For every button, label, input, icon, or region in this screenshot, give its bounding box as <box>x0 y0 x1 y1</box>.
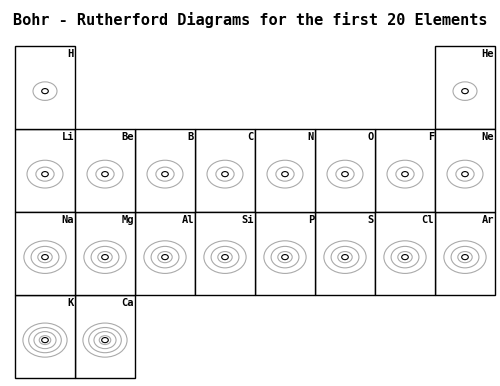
Text: S: S <box>368 215 374 225</box>
Circle shape <box>342 171 348 177</box>
Text: Ar: Ar <box>482 215 494 225</box>
Text: Be: Be <box>122 132 134 142</box>
Bar <box>75 295 135 378</box>
Bar <box>15 212 75 295</box>
Circle shape <box>462 255 468 260</box>
Circle shape <box>462 171 468 177</box>
Circle shape <box>42 255 48 260</box>
Bar <box>135 129 195 212</box>
Text: He: He <box>482 49 494 59</box>
Bar <box>255 129 315 212</box>
Text: Si: Si <box>242 215 254 225</box>
Circle shape <box>222 255 228 260</box>
Text: P: P <box>308 215 314 225</box>
Text: Al: Al <box>182 215 194 225</box>
Text: O: O <box>368 132 374 142</box>
Circle shape <box>42 89 48 94</box>
Circle shape <box>402 255 408 260</box>
Circle shape <box>222 171 228 177</box>
Bar <box>375 212 435 295</box>
Text: Ca: Ca <box>122 298 134 308</box>
Bar <box>75 212 135 295</box>
Circle shape <box>162 171 168 177</box>
Circle shape <box>402 171 408 177</box>
Bar <box>75 129 135 212</box>
Circle shape <box>462 89 468 94</box>
Text: C: C <box>248 132 254 142</box>
Bar <box>195 129 255 212</box>
Bar <box>15 46 75 129</box>
Circle shape <box>282 255 288 260</box>
Circle shape <box>342 255 348 260</box>
Text: K: K <box>68 298 74 308</box>
Bar <box>375 129 435 212</box>
Text: Cl: Cl <box>422 215 434 225</box>
Circle shape <box>42 171 48 177</box>
Text: Li: Li <box>62 132 74 142</box>
Bar <box>15 129 75 212</box>
Text: Na: Na <box>62 215 74 225</box>
Bar <box>195 212 255 295</box>
Text: Mg: Mg <box>122 215 134 225</box>
Bar <box>135 212 195 295</box>
Bar <box>435 212 495 295</box>
Circle shape <box>282 171 288 177</box>
Circle shape <box>102 337 108 343</box>
Text: N: N <box>308 132 314 142</box>
Text: Ne: Ne <box>482 132 494 142</box>
Bar <box>15 295 75 378</box>
Circle shape <box>102 171 108 177</box>
Circle shape <box>162 255 168 260</box>
Bar <box>315 212 375 295</box>
Text: B: B <box>188 132 194 142</box>
Circle shape <box>42 337 48 343</box>
Circle shape <box>102 255 108 260</box>
Bar <box>435 46 495 129</box>
Text: Bohr - Rutherford Diagrams for the first 20 Elements: Bohr - Rutherford Diagrams for the first… <box>13 12 487 27</box>
Text: H: H <box>68 49 74 59</box>
Bar <box>435 129 495 212</box>
Bar <box>255 212 315 295</box>
Text: F: F <box>428 132 434 142</box>
Bar <box>315 129 375 212</box>
